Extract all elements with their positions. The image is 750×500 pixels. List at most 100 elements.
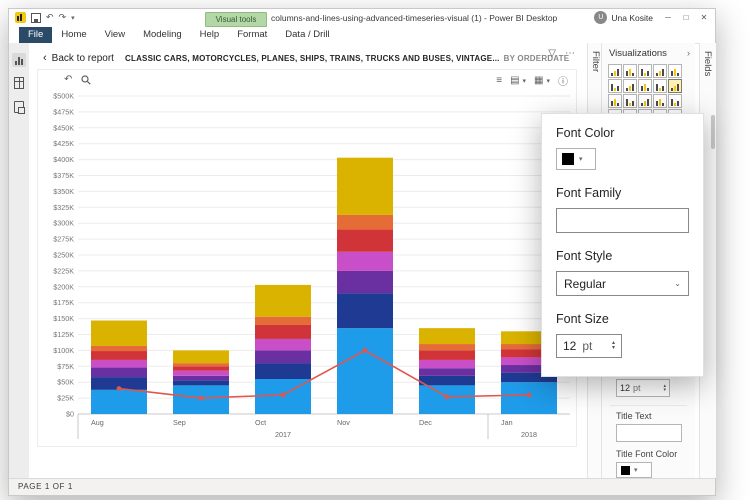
view-switcher: [9, 43, 30, 478]
svg-text:$375K: $375K: [53, 171, 74, 180]
svg-text:$450K: $450K: [53, 123, 74, 132]
viz-icon-clustered-column-chart[interactable]: [653, 64, 667, 78]
text-size-stepper[interactable]: 12 pt ▴ ▾: [616, 379, 670, 397]
tab-modeling[interactable]: Modeling: [143, 29, 182, 40]
tab-data-drill[interactable]: Data / Drill: [285, 29, 330, 40]
svg-text:$100K: $100K: [53, 346, 74, 355]
color-swatch: [562, 153, 574, 165]
style-picker-icon[interactable]: ▤: [510, 75, 520, 86]
page-indicator: PAGE 1 OF 1: [18, 482, 73, 491]
font-family-input[interactable]: [556, 208, 689, 233]
info-icon[interactable]: ⓘ: [558, 77, 568, 88]
font-style-label: Font Style: [556, 249, 613, 263]
powerbi-logo-icon: [15, 12, 26, 23]
stacked-column-line-chart[interactable]: $0 $25K $50K $75K $100K $125K $150K $175K $200K $…: [38, 90, 576, 446]
title-font-color-picker[interactable]: ▾: [616, 462, 652, 478]
viz-icon-ribbon-chart[interactable]: [623, 94, 637, 108]
color-swatch: [621, 465, 630, 475]
back-to-report-link[interactable]: ‹ Back to report: [43, 52, 114, 64]
stepper-arrows-icon[interactable]: ▴ ▾: [663, 383, 666, 393]
tab-home[interactable]: Home: [61, 29, 87, 40]
revert-zoom-icon[interactable]: ↶: [64, 74, 73, 85]
svg-text:$300K: $300K: [53, 219, 74, 228]
collapse-pane-icon[interactable]: ›: [687, 48, 690, 58]
account-name: Una Kosite: [611, 12, 653, 23]
font-family-label: Font Family: [556, 186, 622, 200]
scrollbar-thumb[interactable]: [711, 115, 715, 149]
viz-icon-line-and-stacked-column[interactable]: [668, 79, 682, 93]
viz-icon-stacked-area-chart[interactable]: [653, 79, 667, 93]
tab-view[interactable]: View: [104, 29, 126, 40]
svg-text:Sep: Sep: [173, 418, 186, 427]
report-canvas: ‹ Back to report CLASSIC CARS, MOTORCYCL…: [29, 43, 587, 478]
focus-list-icon[interactable]: ≡: [496, 75, 503, 86]
viz-icon-line-chart[interactable]: [623, 79, 637, 93]
svg-text:Aug: Aug: [91, 418, 104, 427]
zoom-icon[interactable]: [81, 74, 92, 85]
svg-text:$250K: $250K: [53, 251, 74, 260]
svg-text:$175K: $175K: [53, 298, 74, 307]
tab-file[interactable]: File: [19, 27, 53, 43]
svg-text:$350K: $350K: [53, 187, 74, 196]
title-text-input[interactable]: [616, 424, 682, 442]
svg-text:Dec: Dec: [419, 418, 432, 427]
viz-icon-waterfall-chart[interactable]: [638, 94, 652, 108]
title-font-color-label: Title Font Color: [616, 449, 678, 459]
viz-icon-100-stacked-bar-chart[interactable]: [668, 64, 682, 78]
visualizations-title: Visualizations: [609, 48, 667, 59]
fields-pane-title: Fields: [702, 51, 713, 77]
chevron-down-icon: ▾: [579, 156, 583, 163]
font-size-stepper[interactable]: 12 pt ▴ ▾: [556, 334, 622, 358]
chart-visual[interactable]: ↶ ≡ ▤ ▾ ▦ ▾ ⓘ $0 $25K $50K $75K $100K $125K $150…: [37, 69, 577, 447]
font-style-select[interactable]: Regular ⌄: [556, 271, 689, 296]
font-size-label: Font Size: [556, 312, 609, 326]
account-chip[interactable]: U Una Kosite: [594, 11, 653, 24]
avatar: U: [594, 11, 608, 24]
svg-text:$325K: $325K: [53, 203, 74, 212]
visual-toolbar: ↶ ≡ ▤ ▾ ▦ ▾ ⓘ: [64, 74, 568, 88]
svg-text:$475K: $475K: [53, 107, 74, 116]
quick-access-caret-icon[interactable]: ▾: [71, 14, 75, 22]
model-view-icon[interactable]: [12, 101, 26, 115]
viz-icon-area-chart[interactable]: [638, 79, 652, 93]
title-bar: ↶ ↷ ▾ columns-and-lines-using-advanced-t…: [9, 9, 715, 27]
font-color-label: Font Color: [556, 126, 615, 140]
title-text-label: Title Text: [616, 411, 652, 421]
more-options-icon[interactable]: ⋯: [565, 48, 575, 59]
window-title: columns-and-lines-using-advanced-timeser…: [271, 13, 558, 23]
filters-pane-title: Filter: [590, 51, 601, 73]
redo-icon[interactable]: ↷: [58, 12, 67, 22]
undo-icon[interactable]: ↶: [46, 12, 54, 22]
divider: [610, 405, 687, 406]
close-button[interactable]: ✕: [700, 13, 708, 22]
maximize-button[interactable]: □: [683, 13, 689, 22]
svg-text:$125K: $125K: [53, 330, 74, 339]
tab-help[interactable]: Help: [199, 29, 220, 40]
ribbon-tabs: File Home View Modeling Help Format Data…: [9, 27, 715, 44]
filter-funnel-icon[interactable]: ▽: [548, 48, 556, 59]
data-view-icon[interactable]: [12, 77, 26, 91]
viz-icon-stacked-column-chart[interactable]: [623, 64, 637, 78]
viz-icon-stacked-bar-chart[interactable]: [608, 64, 622, 78]
viz-icon-pie-chart[interactable]: [668, 94, 682, 108]
minimize-button[interactable]: ─: [665, 13, 671, 22]
viz-icon-clustered-bar-chart[interactable]: [638, 64, 652, 78]
report-view-icon[interactable]: [12, 53, 26, 67]
svg-text:$75K: $75K: [57, 362, 74, 371]
chart-type-icon[interactable]: ▦: [534, 75, 544, 86]
svg-text:Nov: Nov: [337, 418, 350, 427]
svg-text:$0: $0: [66, 410, 74, 419]
viz-icon-100-stacked-column-chart[interactable]: [608, 79, 622, 93]
tab-format[interactable]: Format: [237, 29, 268, 40]
svg-text:$50K: $50K: [57, 378, 74, 387]
svg-text:$150K: $150K: [53, 314, 74, 323]
powerbi-window: ↶ ↷ ▾ columns-and-lines-using-advanced-t…: [8, 8, 716, 496]
visual-title-by: BY ORDERDATE: [503, 54, 570, 63]
viz-icon-scatter-chart[interactable]: [653, 94, 667, 108]
svg-text:Jan: Jan: [501, 418, 513, 427]
status-bar: PAGE 1 OF 1: [9, 478, 715, 495]
viz-icon-line-and-clustered-column[interactable]: [608, 94, 622, 108]
save-icon[interactable]: [31, 12, 41, 23]
font-color-picker[interactable]: ▾: [556, 148, 596, 170]
stepper-arrows-icon[interactable]: ▴ ▾: [611, 340, 615, 351]
